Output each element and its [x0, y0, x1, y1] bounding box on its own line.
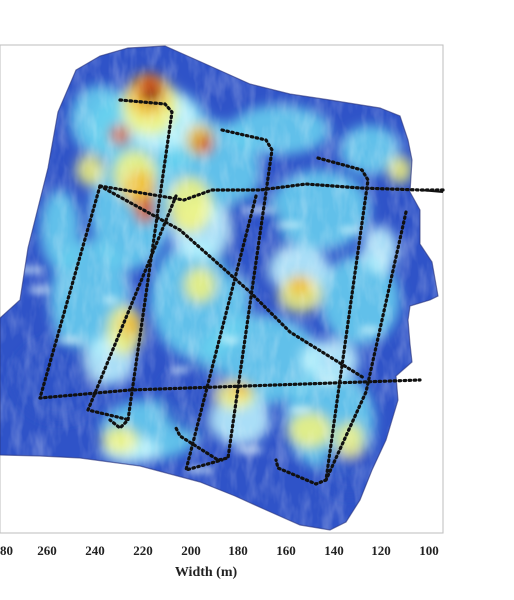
survey-track [108, 98, 174, 430]
x-tick-label: 180 [228, 543, 248, 558]
x-tick-label: 100 [419, 543, 439, 558]
survey-track [86, 194, 178, 422]
x-tick-label: 160 [276, 543, 296, 558]
x-tick-label: 120 [371, 543, 391, 558]
x-tick-label: 80 [0, 543, 13, 558]
x-tick-label: 240 [85, 543, 105, 558]
x-tick-label: 220 [133, 543, 153, 558]
x-tick-label: 200 [181, 543, 201, 558]
survey-track [174, 128, 274, 462]
x-axis: 80 260 240 220 200 180 160 140 120 100 Width (m) [0, 543, 439, 580]
survey-track [324, 210, 408, 482]
track-exit-line [419, 189, 444, 193]
heatmap-surface [0, 46, 438, 530]
x-tick-label: 260 [37, 543, 57, 558]
survey-track [98, 184, 366, 380]
map-outline [0, 45, 439, 531]
survey-track [38, 184, 422, 400]
x-tick-label: 140 [324, 543, 344, 558]
x-axis-label: Width (m) [175, 565, 238, 580]
survey-track-lines [38, 98, 445, 486]
survey-track [98, 182, 445, 202]
survey-track [184, 194, 258, 472]
